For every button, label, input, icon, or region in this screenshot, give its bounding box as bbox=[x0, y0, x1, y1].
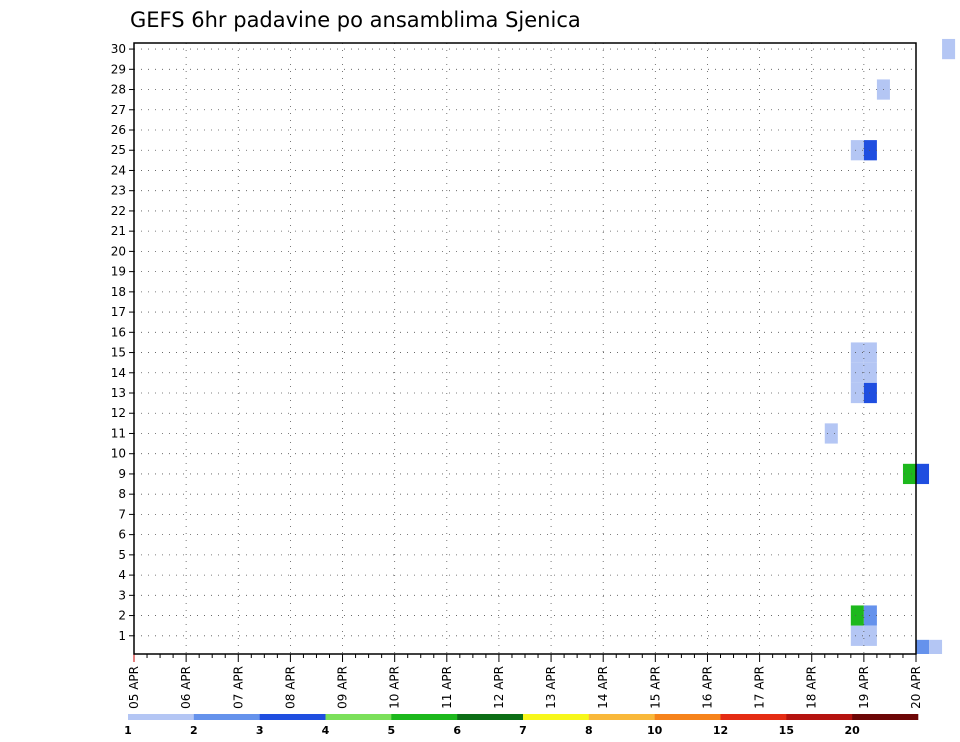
y-tick-label: 11 bbox=[111, 426, 126, 440]
precip-cell bbox=[850, 342, 864, 363]
precip-cell bbox=[850, 382, 864, 404]
y-tick-label: 20 bbox=[111, 244, 126, 258]
precip-cell bbox=[942, 38, 956, 60]
legend-swatch bbox=[457, 714, 524, 720]
x-tick-label: 10 APR bbox=[388, 666, 402, 709]
y-tick-label: 1 bbox=[118, 629, 126, 643]
legend-swatch bbox=[128, 714, 195, 720]
x-tick-label: 18 APR bbox=[805, 666, 819, 709]
precip-cell bbox=[824, 423, 838, 444]
precip-cell bbox=[863, 342, 877, 363]
y-tick-label: 19 bbox=[111, 265, 126, 279]
legend-swatch bbox=[391, 714, 458, 720]
cells-layer bbox=[824, 38, 956, 654]
x-tick-label: 12 APR bbox=[492, 666, 506, 709]
chart-title: GEFS 6hr padavine po ansamblima Sjenica bbox=[130, 8, 581, 32]
y-tick-label: 29 bbox=[111, 62, 126, 76]
precip-cell bbox=[863, 625, 877, 646]
legend-label: 2 bbox=[190, 724, 198, 737]
grid-layer bbox=[134, 43, 916, 654]
precip-cell bbox=[916, 639, 930, 654]
x-tick-label: 07 APR bbox=[231, 666, 245, 709]
x-axis: 05 APR 06 APR 07 APR 08 APR 09 APR 10 APR 11 A… bbox=[127, 654, 923, 709]
x-tick-label: 06 APR bbox=[179, 666, 193, 709]
precip-cell bbox=[902, 463, 916, 485]
precip-cell bbox=[863, 605, 877, 626]
y-tick-label: 15 bbox=[111, 346, 126, 360]
legend-label: 7 bbox=[519, 724, 527, 737]
y-tick-label: 8 bbox=[118, 487, 126, 501]
precip-cell bbox=[929, 639, 943, 654]
legend-swatch bbox=[852, 714, 919, 720]
legend-label: 5 bbox=[388, 724, 396, 737]
y-tick-label: 17 bbox=[111, 305, 126, 319]
legend-label: 1 bbox=[124, 724, 132, 737]
x-tick-label: 08 APR bbox=[283, 666, 297, 709]
y-tick-label: 7 bbox=[118, 507, 126, 521]
x-tick-label: 14 APR bbox=[596, 666, 610, 709]
precip-cell bbox=[850, 140, 864, 161]
y-tick-label: 6 bbox=[118, 528, 126, 542]
color-legend: 1 2 3 4 5 6 7 8 10 12 15 20 bbox=[124, 714, 919, 737]
y-tick-label: 16 bbox=[111, 325, 126, 339]
legend-swatch bbox=[588, 714, 655, 720]
legend-swatch bbox=[523, 714, 590, 720]
y-axis: 1234567891011121314151617181920212223242… bbox=[111, 42, 134, 643]
legend-label: 15 bbox=[779, 724, 794, 737]
y-tick-label: 28 bbox=[111, 83, 126, 97]
y-tick-label: 30 bbox=[111, 42, 126, 56]
x-tick-label: 05 APR bbox=[127, 666, 141, 709]
legend-swatch bbox=[325, 714, 392, 720]
y-tick-label: 13 bbox=[111, 386, 126, 400]
legend-swatch bbox=[654, 714, 721, 720]
precip-cell bbox=[850, 625, 864, 646]
y-tick-label: 24 bbox=[111, 163, 126, 177]
precip-cell bbox=[850, 605, 864, 626]
x-tick-label: 09 APR bbox=[336, 666, 350, 709]
y-tick-label: 27 bbox=[111, 103, 126, 117]
x-tick-label: 15 APR bbox=[648, 666, 662, 709]
x-tick-label: 19 APR bbox=[857, 666, 871, 709]
legend-label: 6 bbox=[453, 724, 461, 737]
y-tick-label: 9 bbox=[118, 467, 126, 481]
legend-label: 3 bbox=[256, 724, 264, 737]
y-tick-label: 18 bbox=[111, 285, 126, 299]
precip-cell bbox=[863, 382, 877, 404]
legend-label: 4 bbox=[322, 724, 330, 737]
y-tick-label: 2 bbox=[118, 609, 126, 623]
legend-label: 20 bbox=[845, 724, 861, 737]
legend-swatch bbox=[259, 714, 326, 720]
y-tick-label: 23 bbox=[111, 184, 126, 198]
y-tick-label: 4 bbox=[118, 568, 126, 582]
y-tick-label: 5 bbox=[118, 548, 126, 562]
y-tick-label: 26 bbox=[111, 123, 126, 137]
legend-label: 12 bbox=[713, 724, 728, 737]
legend-label: 8 bbox=[585, 724, 593, 737]
legend-swatch bbox=[193, 714, 260, 720]
y-tick-label: 14 bbox=[111, 366, 126, 380]
y-tick-label: 22 bbox=[111, 204, 126, 218]
x-tick-label: 20 APR bbox=[909, 666, 923, 709]
precip-cell bbox=[863, 140, 877, 161]
precip-cell bbox=[850, 362, 864, 383]
precip-cell bbox=[863, 362, 877, 383]
x-tick-label: 17 APR bbox=[753, 666, 767, 709]
legend-swatch bbox=[786, 714, 853, 720]
x-tick-label: 11 APR bbox=[440, 666, 454, 709]
legend-swatch bbox=[720, 714, 787, 720]
x-tick-label: 16 APR bbox=[700, 666, 714, 709]
plot-frame bbox=[133, 42, 917, 655]
x-tick-label: 13 APR bbox=[544, 666, 558, 709]
legend-label: 10 bbox=[647, 724, 663, 737]
y-tick-label: 12 bbox=[111, 406, 126, 420]
y-tick-label: 21 bbox=[111, 224, 126, 238]
precip-cell bbox=[916, 463, 930, 485]
y-tick-label: 25 bbox=[111, 143, 126, 157]
y-tick-label: 3 bbox=[118, 588, 126, 602]
y-tick-label: 10 bbox=[111, 447, 126, 461]
